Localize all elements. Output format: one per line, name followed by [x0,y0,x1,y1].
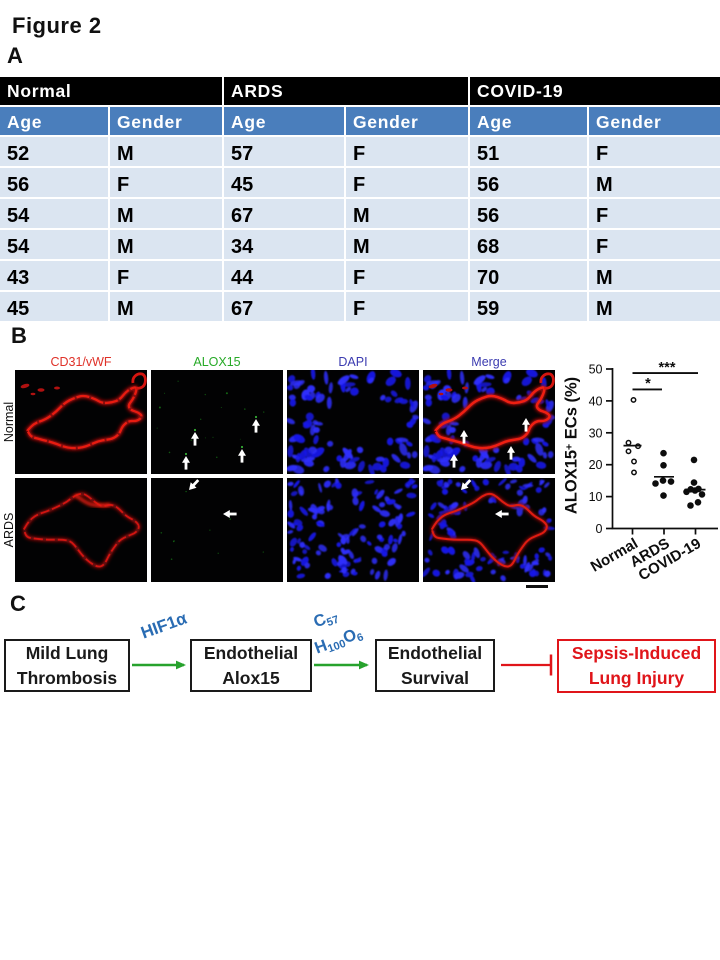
svg-text:50: 50 [589,363,603,377]
svg-text:10: 10 [589,490,603,504]
svg-text:0: 0 [596,522,603,536]
svg-text:20: 20 [589,458,603,472]
svg-text:30: 30 [589,426,603,440]
svg-text:***: *** [659,360,676,376]
svg-text:40: 40 [589,394,603,408]
svg-text:*: * [645,376,651,392]
